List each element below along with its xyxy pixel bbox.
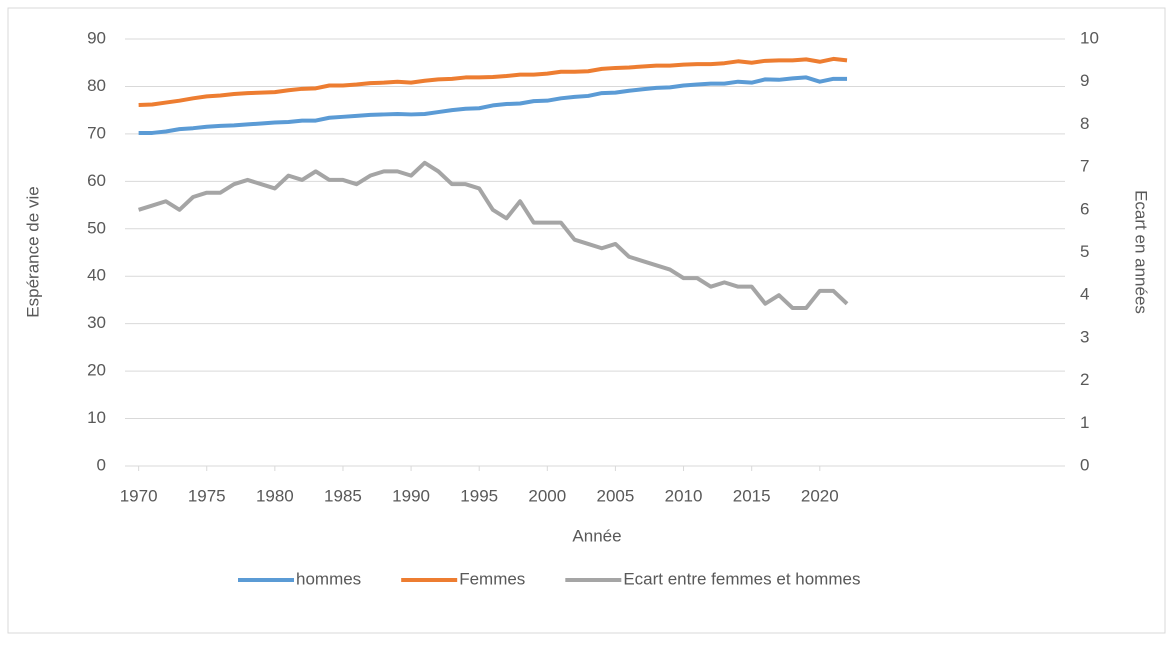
x-tick-label: 2005: [597, 486, 635, 505]
y-tick-label: 80: [87, 76, 106, 95]
y2-tick-label: 1: [1080, 413, 1089, 432]
y-axis-label: Espérance de vie: [23, 186, 42, 317]
x-tick-label: 2010: [665, 486, 703, 505]
x-tick-label: 1980: [256, 486, 294, 505]
y-tick-label: 40: [87, 266, 106, 285]
series-line: [138, 56, 848, 107]
legend-label: hommes: [296, 569, 361, 588]
series-line: [138, 75, 848, 135]
y2-axis-label: Ecart en années: [1132, 190, 1151, 314]
y2-tick-label: 7: [1080, 157, 1089, 176]
y2-tick-label: 3: [1080, 327, 1089, 346]
x-tick-label: 2000: [528, 486, 566, 505]
y-tick-label: 70: [87, 123, 106, 142]
y2-tick-label: 9: [1080, 71, 1089, 90]
y2-tick-label: 6: [1080, 199, 1089, 218]
x-tick-label: 1990: [392, 486, 430, 505]
x-tick-label: 2020: [801, 486, 839, 505]
y2-tick-label: 8: [1080, 114, 1089, 133]
y-tick-label: 10: [87, 408, 106, 427]
y2-tick-label: 4: [1080, 285, 1089, 304]
y-tick-label: 60: [87, 171, 106, 190]
legend-label: Ecart entre femmes et hommes: [623, 569, 860, 588]
x-tick-label: 1975: [188, 486, 226, 505]
x-axis-label: Année: [572, 526, 621, 545]
y-tick-label: 20: [87, 361, 106, 380]
x-tick-label: 1985: [324, 486, 362, 505]
y2-tick-label: 2: [1080, 370, 1089, 389]
y-tick-label: 0: [97, 455, 106, 474]
y2-tick-label: 0: [1080, 455, 1089, 474]
y2-tick-label: 5: [1080, 242, 1089, 261]
series-line: [138, 160, 849, 311]
x-tick-label: 2015: [733, 486, 771, 505]
legend-label: Femmes: [459, 569, 525, 588]
y-tick-label: 90: [87, 28, 106, 47]
x-tick-label: 1970: [120, 486, 158, 505]
y-tick-label: 30: [87, 313, 106, 332]
y-tick-label: 50: [87, 218, 106, 237]
chart-border: [7, 7, 1166, 634]
x-tick-label: 1995: [460, 486, 498, 505]
y2-tick-label: 10: [1080, 28, 1099, 47]
